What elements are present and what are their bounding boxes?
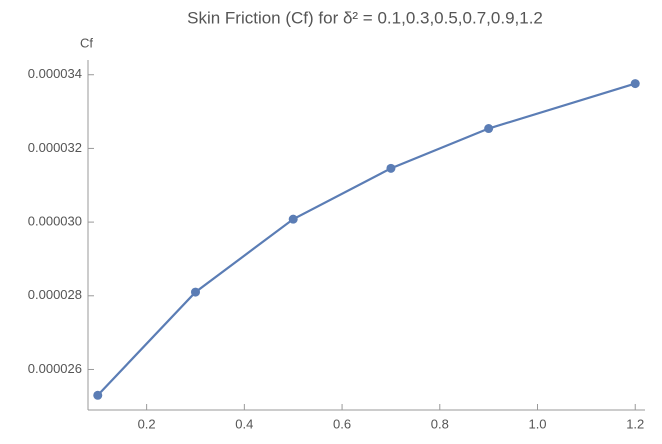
y-axis-label: Cf [80,35,93,50]
x-tick-label: 0.4 [235,416,253,431]
data-point [386,163,396,173]
y-tick-label: 0.000026 [28,361,82,376]
x-tick-label: 0.2 [138,416,156,431]
chart-title: Skin Friction (Cf) for δ² = 0.1,0.3,0.5,… [187,8,543,27]
data-point [630,79,640,89]
data-point [190,287,200,297]
x-tick-label: 0.6 [333,416,351,431]
y-tick-label: 0.000034 [28,66,82,81]
data-point [484,124,494,134]
x-tick-label: 1.2 [626,416,644,431]
x-tick-label: 0.8 [431,416,449,431]
series-line [96,82,636,397]
x-tick-label: 1.0 [528,416,546,431]
data-point [93,390,103,400]
data-point [288,214,298,224]
y-tick-label: 0.000028 [28,287,82,302]
y-tick-label: 0.000032 [28,140,82,155]
y-tick-label: 0.000030 [28,214,82,229]
